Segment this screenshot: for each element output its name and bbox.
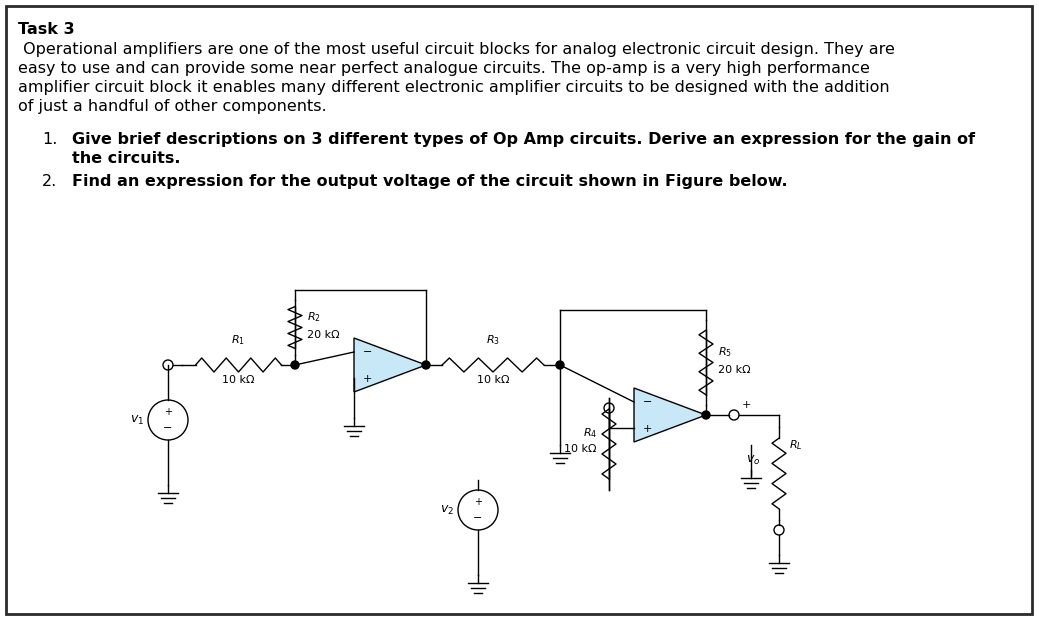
Text: $v_o$: $v_o$ <box>746 453 761 466</box>
Circle shape <box>163 360 174 370</box>
Circle shape <box>556 361 564 369</box>
Text: −: − <box>163 424 172 433</box>
Circle shape <box>422 361 430 369</box>
Text: $v_1$: $v_1$ <box>130 414 144 427</box>
Circle shape <box>774 525 784 535</box>
Text: +: + <box>643 424 652 433</box>
Polygon shape <box>634 388 705 442</box>
Circle shape <box>148 400 188 440</box>
Text: $R_5$: $R_5$ <box>718 345 732 359</box>
Text: 2.: 2. <box>42 174 57 189</box>
Text: 10 kΩ: 10 kΩ <box>221 375 255 385</box>
Text: 20 kΩ: 20 kΩ <box>718 365 750 375</box>
Circle shape <box>291 361 299 369</box>
Text: Give brief descriptions on 3 different types of Op Amp circuits. Derive an expre: Give brief descriptions on 3 different t… <box>72 132 976 147</box>
Text: −: − <box>643 396 652 407</box>
Text: $R_3$: $R_3$ <box>486 333 500 347</box>
Text: +: + <box>363 373 372 384</box>
Text: −: − <box>363 347 372 356</box>
Polygon shape <box>354 338 426 392</box>
Text: +: + <box>474 497 482 507</box>
Text: +: + <box>742 400 751 410</box>
Text: 10 kΩ: 10 kΩ <box>564 444 597 454</box>
Circle shape <box>702 411 710 419</box>
Text: $R_1$: $R_1$ <box>231 333 245 347</box>
Circle shape <box>604 403 614 413</box>
Text: amplifier circuit block it enables many different electronic amplifier circuits : amplifier circuit block it enables many … <box>18 80 889 95</box>
Text: $R_2$: $R_2$ <box>307 310 321 324</box>
Text: $R_L$: $R_L$ <box>789 438 802 452</box>
Text: easy to use and can provide some near perfect analogue circuits. The op-amp is a: easy to use and can provide some near pe… <box>18 61 870 76</box>
Text: 10 kΩ: 10 kΩ <box>477 375 509 385</box>
Text: Task 3: Task 3 <box>18 22 75 37</box>
Text: Find an expression for the output voltage of the circuit shown in Figure below.: Find an expression for the output voltag… <box>72 174 788 189</box>
Circle shape <box>458 490 498 530</box>
Text: $v_2$: $v_2$ <box>439 504 454 517</box>
Text: 20 kΩ: 20 kΩ <box>307 330 340 340</box>
Text: of just a handful of other components.: of just a handful of other components. <box>18 99 326 114</box>
Text: Operational amplifiers are one of the most useful circuit blocks for analog elec: Operational amplifiers are one of the mo… <box>18 42 895 57</box>
Text: −: − <box>474 514 483 524</box>
Text: $R_4$: $R_4$ <box>583 426 597 440</box>
Text: the circuits.: the circuits. <box>72 151 181 166</box>
Circle shape <box>729 410 739 420</box>
Text: +: + <box>164 407 172 417</box>
Text: 1.: 1. <box>42 132 57 147</box>
